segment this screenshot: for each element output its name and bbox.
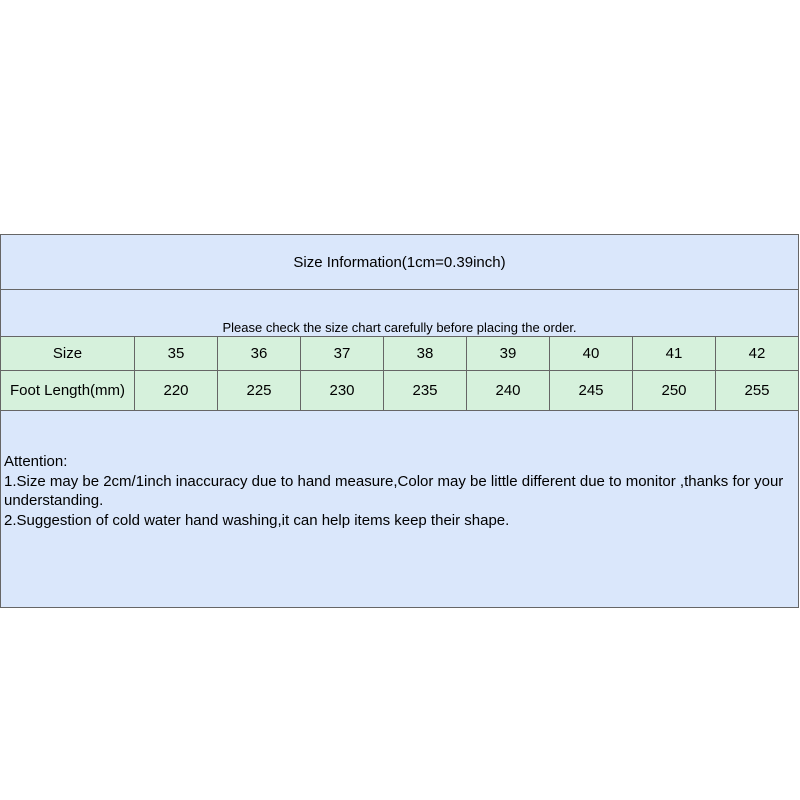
cell: 245 bbox=[549, 370, 633, 411]
cell: 38 bbox=[383, 336, 467, 371]
cell: 40 bbox=[549, 336, 633, 371]
cell: 235 bbox=[383, 370, 467, 411]
row-label: Foot Length(mm) bbox=[0, 370, 135, 411]
row-label: Size bbox=[0, 336, 135, 371]
table-title: Size Information(1cm=0.39inch) bbox=[0, 234, 799, 290]
attention-line-2: 2.Suggestion of cold water hand washing,… bbox=[4, 511, 510, 529]
cell: 250 bbox=[632, 370, 716, 411]
cell: 220 bbox=[134, 370, 218, 411]
cell: 42 bbox=[715, 336, 799, 371]
table-row-foot-length: Foot Length(mm) 220 225 230 235 240 245 … bbox=[0, 370, 799, 411]
table-row-size: Size 35 36 37 38 39 40 41 42 bbox=[0, 336, 799, 371]
cell: 230 bbox=[300, 370, 384, 411]
attention-section: Attention: 1.Size may be 2cm/1inch inacc… bbox=[0, 410, 799, 608]
cell: 36 bbox=[217, 336, 301, 371]
size-chart-table: Size Information(1cm=0.39inch) Please ch… bbox=[0, 234, 799, 608]
attention-heading: Attention: bbox=[4, 453, 68, 470]
cell: 255 bbox=[715, 370, 799, 411]
cell: 41 bbox=[632, 336, 716, 371]
cell: 240 bbox=[466, 370, 550, 411]
cell: 35 bbox=[134, 336, 218, 371]
cell: 225 bbox=[217, 370, 301, 411]
cell: 37 bbox=[300, 336, 384, 371]
attention-line-1: 1.Size may be 2cm/1inch inaccuracy due t… bbox=[4, 472, 784, 510]
table-note: Please check the size chart carefully be… bbox=[0, 289, 799, 337]
cell: 39 bbox=[466, 336, 550, 371]
